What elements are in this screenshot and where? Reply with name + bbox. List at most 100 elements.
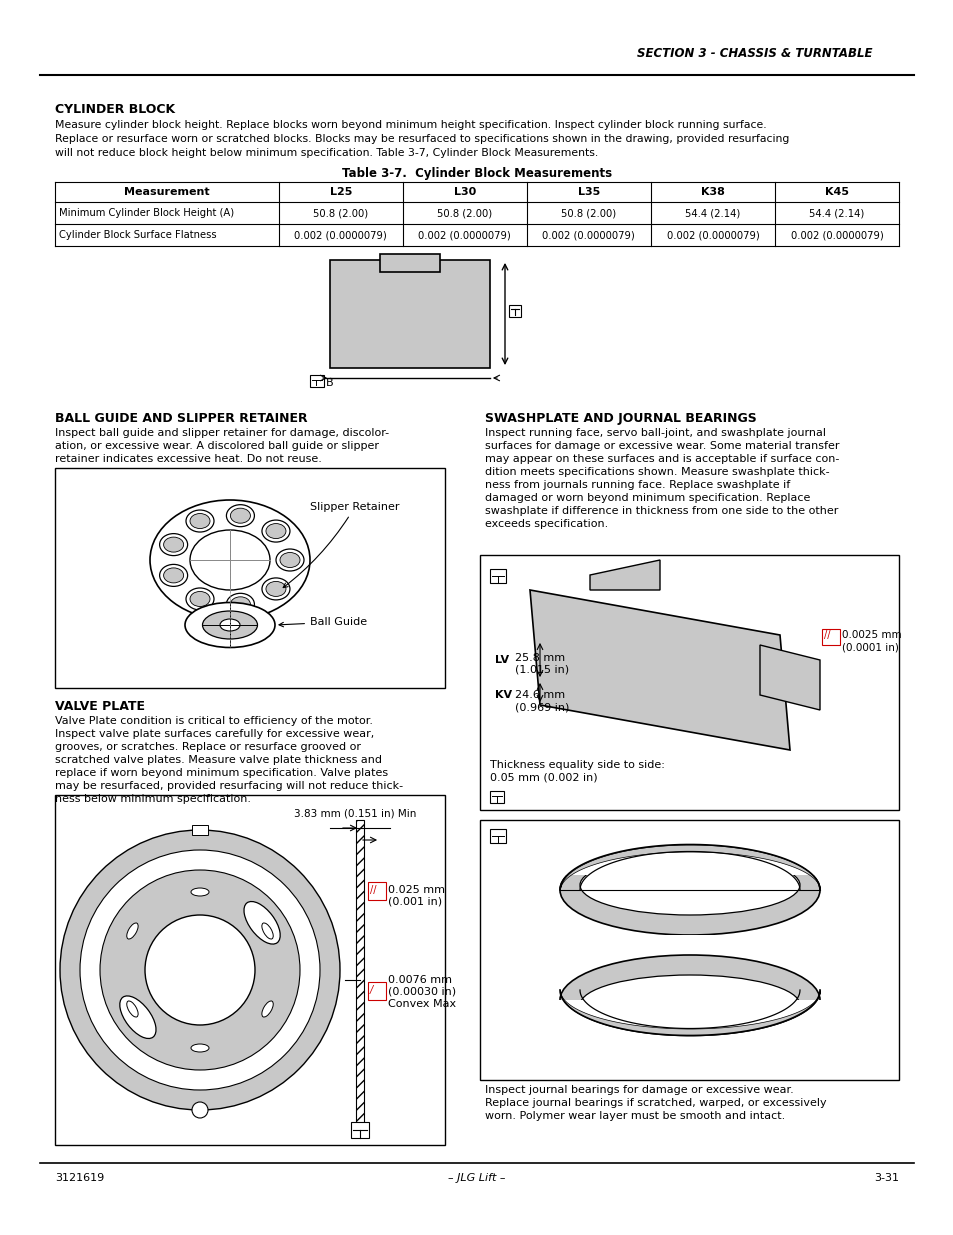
Bar: [55, 795, 444, 1145]
Ellipse shape: [280, 552, 299, 568]
Text: //: //: [823, 630, 830, 640]
Text: Measure cylinder block height. Replace blocks worn beyond minimum height specifi: Measure cylinder block height. Replace b…: [55, 120, 766, 130]
Text: will not reduce block height below minimum specification. Table 3-7, Cylinder Bl: will not reduce block height below minim…: [55, 148, 598, 158]
Text: 0.0076 mm: 0.0076 mm: [388, 974, 452, 986]
Ellipse shape: [159, 564, 188, 587]
Ellipse shape: [231, 597, 250, 611]
Text: may appear on these surfaces and is acceptable if surface con-: may appear on these surfaces and is acce…: [484, 454, 839, 464]
Ellipse shape: [262, 520, 290, 542]
Ellipse shape: [150, 500, 310, 620]
Ellipse shape: [275, 550, 304, 571]
Bar: [330, 261, 490, 368]
Text: L35: L35: [578, 186, 599, 198]
Text: 0.002 (0.0000079): 0.002 (0.0000079): [790, 230, 882, 240]
Text: (1.015 in): (1.015 in): [515, 664, 569, 676]
Ellipse shape: [190, 530, 270, 590]
Text: 25.8 mm: 25.8 mm: [515, 653, 564, 663]
Bar: [479, 820, 898, 1079]
Text: Inspect valve plate surfaces carefully for excessive wear,: Inspect valve plate surfaces carefully f…: [55, 729, 374, 739]
Ellipse shape: [164, 537, 183, 552]
Ellipse shape: [261, 923, 273, 939]
Ellipse shape: [262, 578, 290, 600]
Text: L30: L30: [454, 186, 476, 198]
Ellipse shape: [186, 588, 213, 610]
Ellipse shape: [579, 974, 800, 1035]
Text: K45: K45: [824, 186, 848, 198]
Ellipse shape: [164, 568, 183, 583]
Text: Ball Guide: Ball Guide: [278, 618, 367, 627]
Text: damaged or worn beyond minimum specification. Replace: damaged or worn beyond minimum specifica…: [484, 493, 809, 503]
Text: B: B: [326, 378, 334, 388]
Ellipse shape: [220, 619, 240, 631]
Bar: [821, 629, 840, 645]
Circle shape: [100, 869, 299, 1070]
Text: 3121619: 3121619: [55, 1173, 104, 1183]
Ellipse shape: [159, 534, 188, 556]
Text: VALVE PLATE: VALVE PLATE: [55, 700, 145, 713]
Text: swashplate if difference in thickness from one side to the other: swashplate if difference in thickness fr…: [484, 506, 838, 516]
Circle shape: [145, 915, 254, 1025]
Ellipse shape: [559, 845, 820, 935]
Ellipse shape: [191, 1044, 209, 1052]
Text: //: //: [370, 885, 376, 895]
Ellipse shape: [202, 611, 257, 638]
Text: Inspect journal bearings for damage or excessive wear.: Inspect journal bearings for damage or e…: [484, 1086, 793, 1095]
Ellipse shape: [190, 514, 210, 529]
Ellipse shape: [266, 582, 286, 597]
Text: 0.05 mm (0.002 in): 0.05 mm (0.002 in): [490, 773, 597, 783]
Text: 0.002 (0.0000079): 0.002 (0.0000079): [294, 230, 387, 240]
Bar: [355, 820, 364, 1135]
Bar: [55, 468, 444, 688]
Text: LV: LV: [495, 655, 509, 664]
Text: 0.002 (0.0000079): 0.002 (0.0000079): [418, 230, 511, 240]
Text: CYLINDER BLOCK: CYLINDER BLOCK: [55, 103, 175, 116]
Text: /: /: [370, 986, 373, 995]
Text: 0.002 (0.0000079): 0.002 (0.0000079): [542, 230, 635, 240]
Text: may be resurfaced, provided resurfacing will not reduce thick-: may be resurfaced, provided resurfacing …: [55, 781, 403, 790]
Text: BALL GUIDE AND SLIPPER RETAINER: BALL GUIDE AND SLIPPER RETAINER: [55, 412, 307, 425]
Text: 50.8 (2.00): 50.8 (2.00): [313, 207, 368, 219]
Text: Measurement: Measurement: [124, 186, 210, 198]
Text: SECTION 3 - CHASSIS & TURNTABLE: SECTION 3 - CHASSIS & TURNTABLE: [637, 47, 872, 61]
Bar: [379, 254, 439, 272]
Text: replace if worn beyond minimum specification. Valve plates: replace if worn beyond minimum specifica…: [55, 768, 388, 778]
Text: (0.0001 in): (0.0001 in): [841, 642, 898, 652]
Ellipse shape: [559, 955, 820, 1045]
Text: Valve Plate condition is critical to efficiency of the motor.: Valve Plate condition is critical to eff…: [55, 716, 373, 726]
Text: Table 3-7.  Cylinder Block Measurements: Table 3-7. Cylinder Block Measurements: [341, 167, 612, 180]
Text: grooves, or scratches. Replace or resurface grooved or: grooves, or scratches. Replace or resurf…: [55, 742, 360, 752]
Text: 3.83 mm (0.151 in) Min: 3.83 mm (0.151 in) Min: [294, 808, 416, 818]
Bar: [490, 569, 505, 583]
Text: 54.4 (2.14): 54.4 (2.14): [808, 207, 863, 219]
Bar: [351, 1123, 369, 1137]
Ellipse shape: [186, 510, 213, 532]
Text: (0.00030 in): (0.00030 in): [388, 987, 456, 997]
Text: L25: L25: [329, 186, 352, 198]
Bar: [479, 555, 898, 810]
Circle shape: [80, 850, 319, 1091]
Ellipse shape: [185, 603, 274, 647]
Bar: [192, 825, 208, 835]
Ellipse shape: [261, 1000, 273, 1018]
Ellipse shape: [127, 923, 138, 939]
Bar: [368, 882, 386, 900]
Ellipse shape: [266, 524, 286, 538]
Text: 50.8 (2.00): 50.8 (2.00): [436, 207, 492, 219]
Text: Replace journal bearings if scratched, warped, or excessively: Replace journal bearings if scratched, w…: [484, 1098, 825, 1108]
Text: 3-31: 3-31: [873, 1173, 898, 1183]
Polygon shape: [589, 559, 659, 590]
Ellipse shape: [226, 505, 254, 526]
Text: Thickness equality side to side:: Thickness equality side to side:: [490, 760, 664, 769]
Text: ness from journals running face. Replace swashplate if: ness from journals running face. Replace…: [484, 480, 789, 490]
Text: Slipper Retainer: Slipper Retainer: [283, 501, 399, 588]
Bar: [368, 982, 386, 1000]
Text: ness below minimum specification.: ness below minimum specification.: [55, 794, 251, 804]
Text: Convex Max: Convex Max: [388, 999, 456, 1009]
Text: KV: KV: [495, 690, 512, 700]
Text: surfaces for damage or excessive wear. Some material transfer: surfaces for damage or excessive wear. S…: [484, 441, 839, 451]
Text: dition meets specifications shown. Measure swashplate thick-: dition meets specifications shown. Measu…: [484, 467, 829, 477]
Bar: [490, 790, 503, 803]
Text: Inspect ball guide and slipper retainer for damage, discolor-: Inspect ball guide and slipper retainer …: [55, 429, 389, 438]
Bar: [509, 305, 520, 317]
Circle shape: [60, 830, 339, 1110]
